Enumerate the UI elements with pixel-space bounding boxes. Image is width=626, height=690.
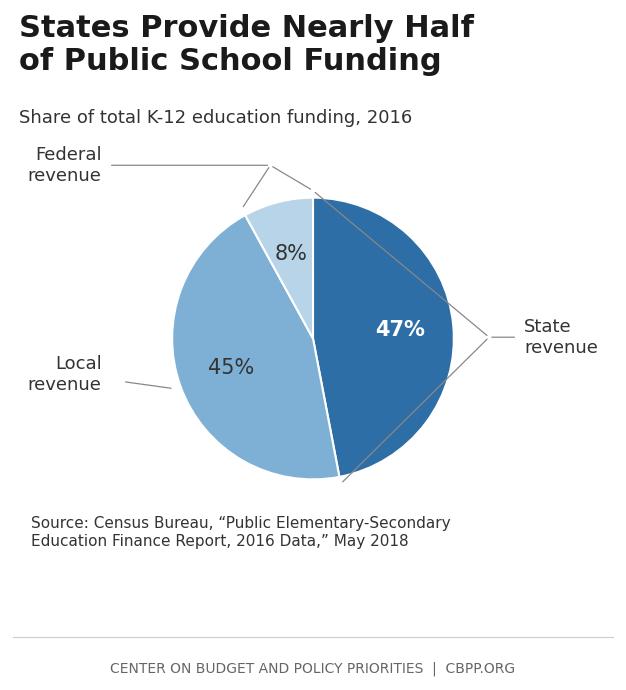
Text: Local
revenue: Local revenue [28, 355, 102, 394]
Wedge shape [172, 215, 339, 480]
Text: State
revenue: State revenue [525, 318, 598, 357]
Text: Federal
revenue: Federal revenue [28, 146, 102, 185]
Text: 47%: 47% [375, 320, 425, 340]
Wedge shape [313, 197, 454, 477]
Wedge shape [245, 197, 313, 339]
Text: Source: Census Bureau, “Public Elementary-Secondary
Education Finance Report, 20: Source: Census Bureau, “Public Elementar… [31, 516, 450, 549]
Text: CENTER ON BUDGET AND POLICY PRIORITIES  |  CBPP.ORG: CENTER ON BUDGET AND POLICY PRIORITIES |… [110, 661, 516, 676]
Text: States Provide Nearly Half
of Public School Funding: States Provide Nearly Half of Public Sch… [19, 14, 474, 77]
Text: Share of total K-12 education funding, 2016: Share of total K-12 education funding, 2… [19, 109, 412, 127]
Text: 8%: 8% [275, 244, 308, 264]
Text: 45%: 45% [208, 358, 254, 378]
